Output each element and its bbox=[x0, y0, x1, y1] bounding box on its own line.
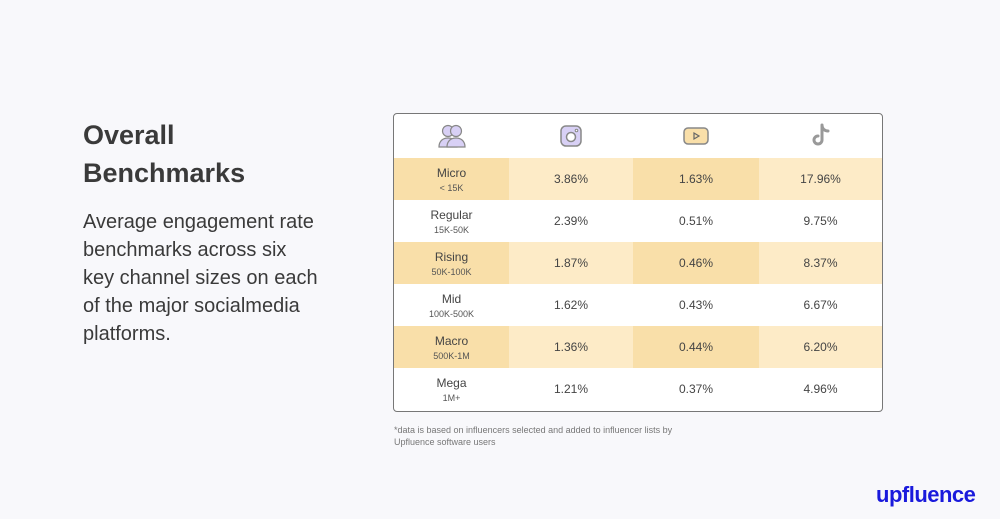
instagram-rate: 2.39% bbox=[553, 214, 589, 228]
tier-name: Mid bbox=[441, 291, 462, 306]
tiktok-rate: 17.96% bbox=[759, 158, 882, 200]
instagram-rate: 1.21% bbox=[553, 382, 589, 396]
tier-name: Micro bbox=[436, 165, 467, 180]
table-row: Macro 500K-1M 1.36% 0.44% 6.20% bbox=[394, 326, 882, 368]
table-row: Rising 50K-100K 1.87% 0.46% 8.37% bbox=[394, 242, 882, 284]
youtube-rate: 0.51% bbox=[678, 214, 714, 228]
youtube-icon bbox=[633, 114, 759, 158]
youtube-rate: 0.46% bbox=[633, 242, 759, 284]
table-header bbox=[394, 114, 882, 158]
tiktok-rate: 4.96% bbox=[803, 382, 838, 396]
page-title: Overall Benchmarks bbox=[83, 120, 246, 188]
youtube-rate: 0.44% bbox=[633, 326, 759, 368]
tier-range: 500K-1M bbox=[433, 350, 470, 361]
instagram-rate: 1.87% bbox=[509, 242, 633, 284]
tier-range: 15K-50K bbox=[433, 224, 470, 235]
tier-name: Mega bbox=[436, 375, 467, 390]
tier-range: 50K-100K bbox=[431, 266, 472, 277]
youtube-rate: 0.43% bbox=[678, 298, 714, 312]
youtube-rate: 1.63% bbox=[633, 158, 759, 200]
table-row: Regular 15K-50K 2.39% 0.51% 9.75% bbox=[394, 200, 882, 242]
description: Average engagement rate benchmarks acros… bbox=[83, 211, 318, 345]
tier-range: 100K-500K bbox=[428, 308, 475, 319]
tiktok-rate: 6.67% bbox=[803, 298, 838, 312]
instagram-icon bbox=[509, 114, 633, 158]
tier-name: Regular bbox=[430, 207, 473, 222]
tiktok-rate: 8.37% bbox=[759, 242, 882, 284]
table-row: Mega 1M+ 1.21% 0.37% 4.96% bbox=[394, 368, 882, 410]
table-row: Micro < 15K 3.86% 1.63% 17.96% bbox=[394, 158, 882, 200]
people-icon bbox=[394, 114, 509, 158]
youtube-rate: 0.37% bbox=[678, 382, 714, 396]
tier-name: Rising bbox=[434, 249, 469, 264]
instagram-rate: 3.86% bbox=[509, 158, 633, 200]
tier-name: Macro bbox=[434, 333, 469, 348]
tier-range: < 15K bbox=[439, 182, 464, 193]
table-row: Mid 100K-500K 1.62% 0.43% 6.67% bbox=[394, 284, 882, 326]
tier-range: 1M+ bbox=[442, 392, 461, 403]
instagram-rate: 1.62% bbox=[553, 298, 589, 312]
tiktok-rate: 9.75% bbox=[803, 214, 838, 228]
benchmark-table: Micro < 15K 3.86% 1.63% 17.96% Regular 15K… bbox=[393, 113, 883, 412]
instagram-rate: 1.36% bbox=[509, 326, 633, 368]
tiktok-icon bbox=[759, 114, 882, 158]
upfluence-logo: upfluence bbox=[876, 482, 976, 507]
footnote: *data is based on influencers selected a… bbox=[394, 425, 673, 447]
tiktok-rate: 6.20% bbox=[759, 326, 882, 368]
